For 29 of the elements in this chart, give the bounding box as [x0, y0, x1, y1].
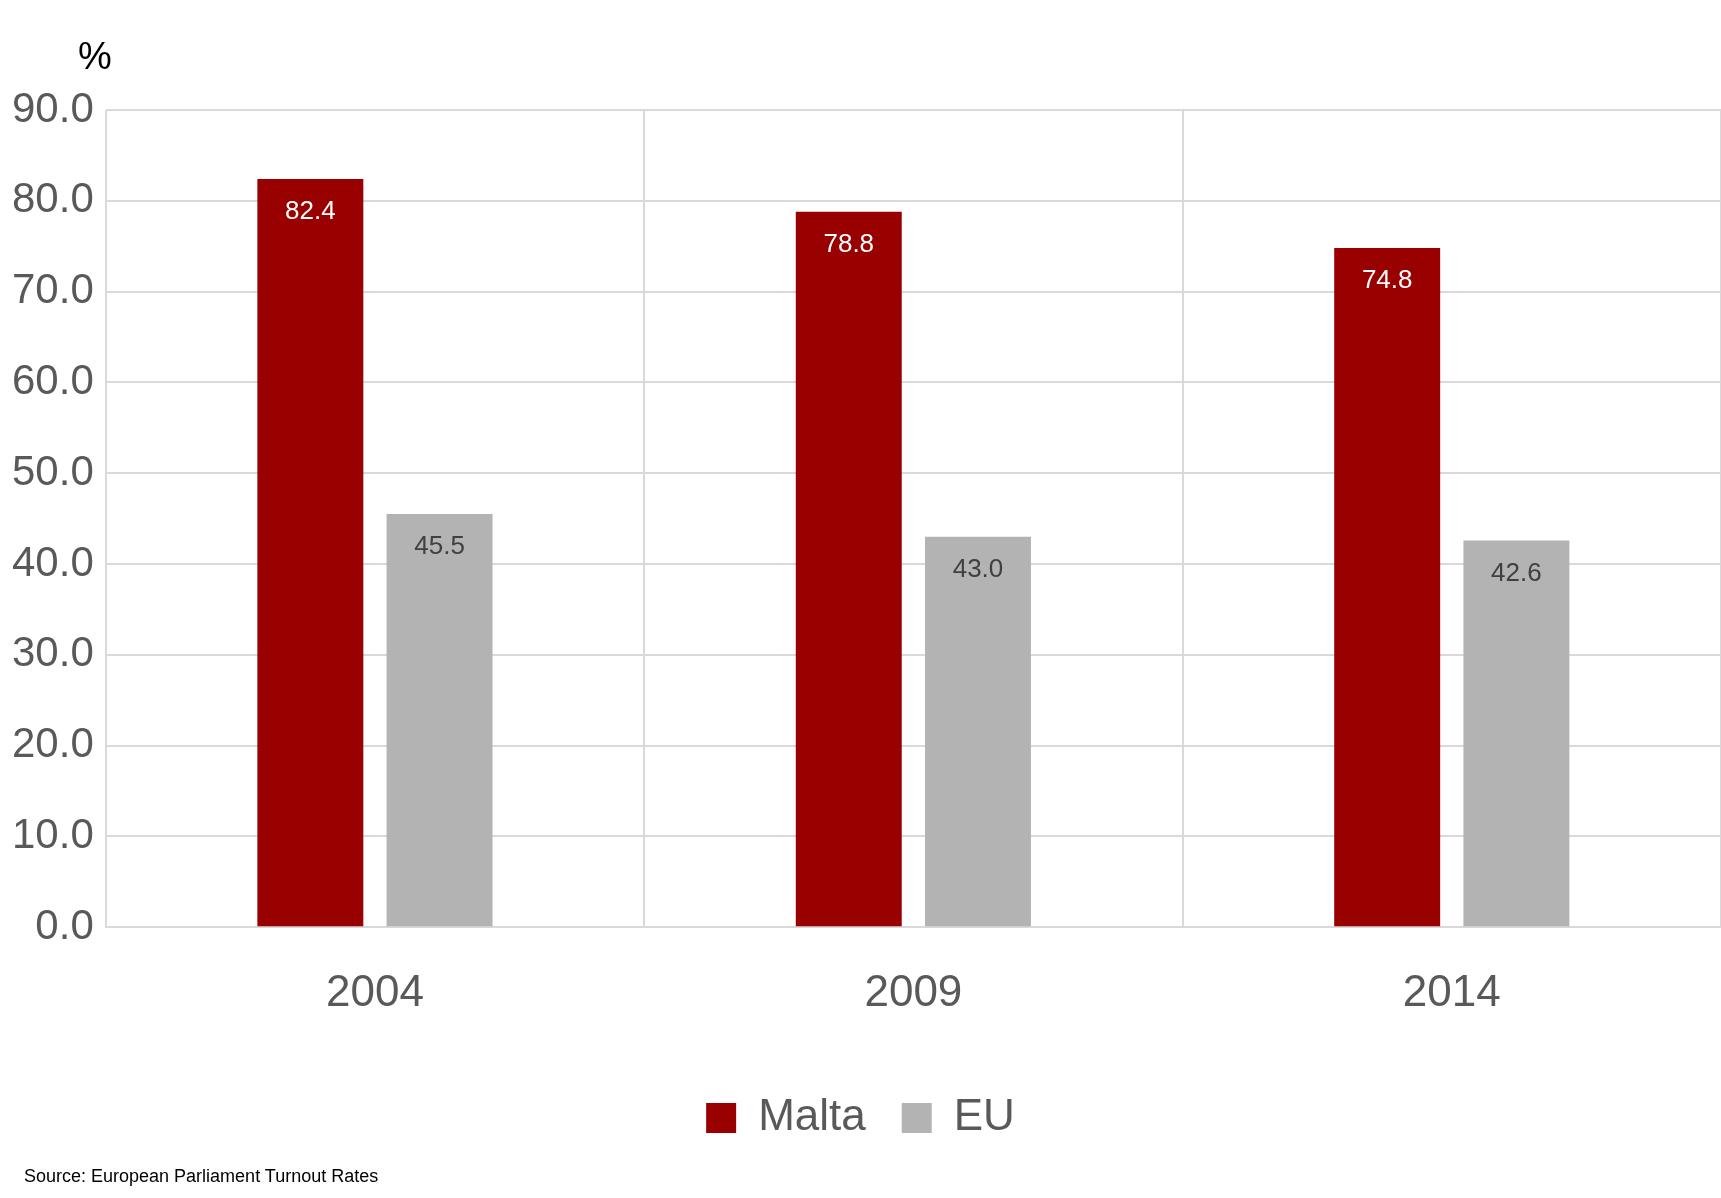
legend-label: EU — [953, 1090, 1015, 1140]
data-label: 74.8 — [1361, 264, 1413, 295]
y-tick-label: 80.0 — [11, 174, 94, 222]
x-tick-label: 2014 — [1402, 965, 1501, 1015]
bar — [1334, 248, 1441, 927]
x-tick-label: 2004 — [326, 965, 424, 1015]
y-tick-label: 70.0 — [11, 265, 94, 313]
data-label: 43.0 — [952, 552, 1004, 583]
y-axis-title: % — [78, 35, 112, 78]
y-tick-label: 0.0 — [35, 900, 94, 948]
bar — [386, 514, 493, 927]
data-label: 82.4 — [285, 195, 336, 226]
y-tick-label: 50.0 — [11, 446, 94, 494]
y-tick-label: 40.0 — [11, 537, 94, 585]
y-tick-label: 30.0 — [11, 628, 94, 676]
y-tick-label: 20.0 — [11, 719, 94, 767]
data-label: 78.8 — [823, 227, 875, 258]
data-label: 45.5 — [414, 530, 465, 561]
data-label: 42.6 — [1491, 556, 1542, 587]
bar — [925, 536, 1031, 927]
bar — [795, 211, 902, 927]
bar — [1463, 540, 1570, 927]
y-tick-label: 90.0 — [11, 83, 94, 131]
source-note: Source: European Parliament Turnout Rates — [24, 1166, 379, 1187]
legend-label: Malta — [758, 1090, 867, 1140]
y-tick-label: 60.0 — [11, 355, 94, 403]
x-tick-label: 2009 — [864, 965, 963, 1015]
bar — [257, 179, 364, 927]
y-tick-label: 10.0 — [11, 809, 94, 857]
